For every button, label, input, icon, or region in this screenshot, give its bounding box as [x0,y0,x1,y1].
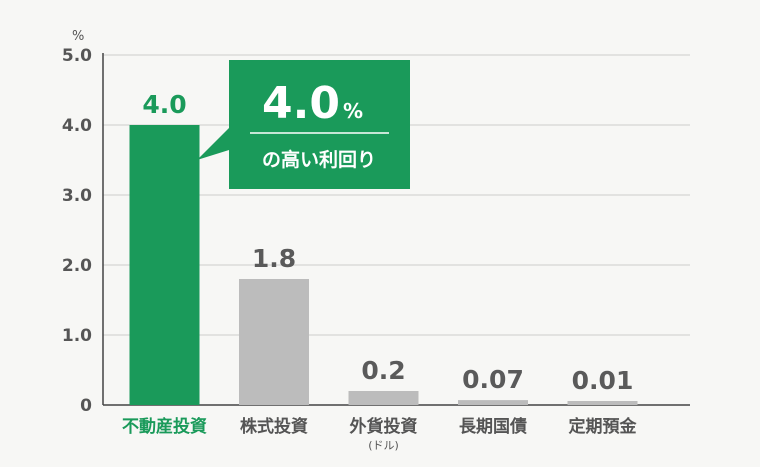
bar [567,401,638,405]
callout: 4.0 % の高い利回り [197,60,410,189]
category-label: 定期預金 [569,416,638,437]
bar [129,125,200,405]
callout-unit: % [343,99,363,123]
category-label: 長期国債 [459,416,527,437]
bar-value-label: 0.07 [462,365,524,394]
category-label: 株式投資 [240,416,308,437]
category-label: 外貨投資 [350,416,418,437]
bar [458,400,528,405]
y-tick-label: 4.0 [62,116,92,136]
bar-value-label: 4.0 [142,90,186,119]
bars [129,125,638,405]
category-labels: 不動産投資 株式投資 外貨投資 (ドル) 長期国債 定期預金 [122,416,637,452]
bar-value-label: 0.2 [361,356,405,385]
callout-text: の高い利回り [262,148,376,171]
y-tick-label: 3.0 [62,186,92,206]
y-tick-label: 0 [80,396,92,416]
callout-value-number: 4.0 [262,78,340,129]
category-label: 不動産投資 [122,416,207,437]
y-tick-label: 2.0 [62,256,92,276]
bar-value-label: 1.8 [252,244,296,273]
y-axis-ticks: 0 1.0 2.0 3.0 4.0 5.0 [62,46,92,416]
callout-pointer [197,128,229,160]
y-axis-unit: % [72,29,84,44]
y-tick-label: 5.0 [62,46,92,66]
category-sublabel: (ドル) [368,439,399,452]
bar [239,279,309,405]
bar [348,391,419,405]
callout-box [229,60,410,189]
callout-value: 4.0 [262,78,340,129]
value-labels: 4.0 1.8 0.2 0.07 0.01 [142,90,633,395]
bar-value-label: 0.01 [572,366,634,395]
y-tick-label: 1.0 [62,326,92,346]
